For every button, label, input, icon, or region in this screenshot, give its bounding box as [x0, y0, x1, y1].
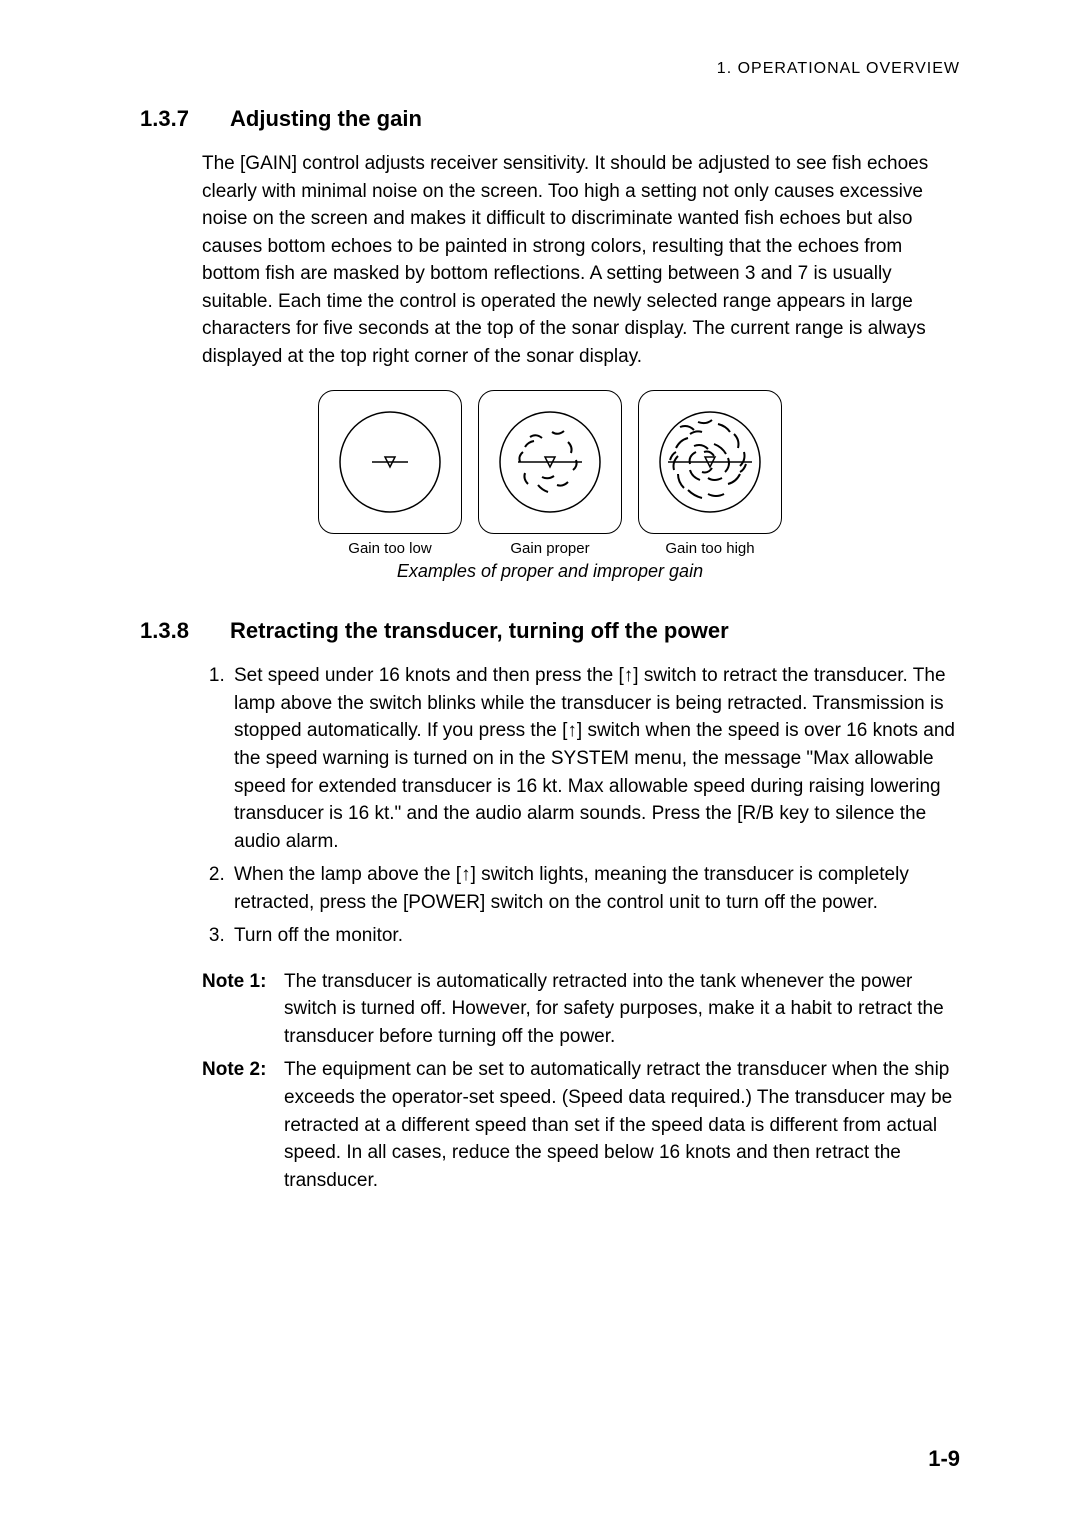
steps-list: Set speed under 16 knots and then press …	[202, 662, 960, 949]
section-1-3-7: 1.3.7 Adjusting the gain The [GAIN] cont…	[140, 106, 960, 582]
page-number: 1-9	[928, 1446, 960, 1472]
step-item: When the lamp above the [↑] switch light…	[230, 861, 960, 916]
note-body: The transducer is automatically retracte…	[284, 968, 960, 1051]
step-item: Set speed under 16 knots and then press …	[230, 662, 960, 855]
gain-figure-labels: Gain too low Gain proper Gain too high	[140, 540, 960, 557]
gain-figure-caption: Examples of proper and improper gain	[140, 561, 960, 582]
notes-block: Note 1: The transducer is automatically …	[202, 968, 960, 1194]
running-header: 1. OPERATIONAL OVERVIEW	[140, 60, 960, 78]
note-label: Note 2:	[202, 1056, 284, 1194]
note-row: Note 1: The transducer is automatically …	[202, 968, 960, 1051]
section-1-3-8: 1.3.8 Retracting the transducer, turning…	[140, 618, 960, 1194]
section-title: Retracting the transducer, turning off t…	[230, 618, 729, 644]
note-body: The equipment can be set to automaticall…	[284, 1056, 960, 1194]
gain-figure-row	[140, 390, 960, 534]
gain-high-label: Gain too high	[638, 540, 782, 557]
note-label: Note 1:	[202, 968, 284, 1051]
section-heading: 1.3.7 Adjusting the gain	[140, 106, 960, 132]
gain-high-diagram	[638, 390, 782, 534]
gain-low-label: Gain too low	[318, 540, 462, 557]
step-item: Turn off the monitor.	[230, 922, 960, 950]
section-number: 1.3.8	[140, 618, 230, 644]
note-row: Note 2: The equipment can be set to auto…	[202, 1056, 960, 1194]
section-title: Adjusting the gain	[230, 106, 422, 132]
gain-proper-diagram	[478, 390, 622, 534]
gain-low-diagram	[318, 390, 462, 534]
section-body: The [GAIN] control adjusts receiver sens…	[202, 150, 960, 370]
section-number: 1.3.7	[140, 106, 230, 132]
section-heading: 1.3.8 Retracting the transducer, turning…	[140, 618, 960, 644]
gain-proper-label: Gain proper	[478, 540, 622, 557]
